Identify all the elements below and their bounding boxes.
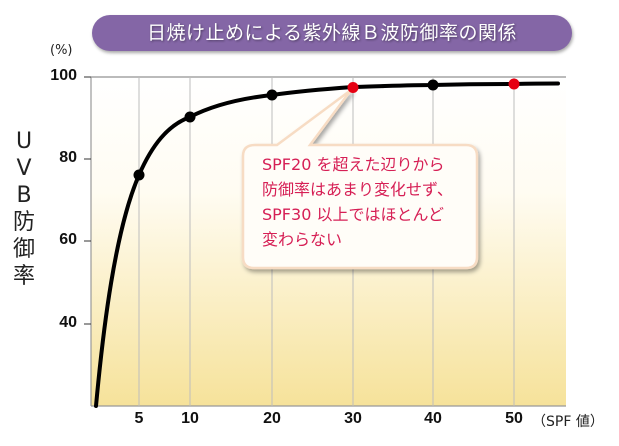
y-axis-label-char: V: [16, 156, 32, 181]
y-axis-label-char: B: [16, 183, 32, 208]
x-tick-5: 5: [134, 410, 144, 427]
data-point-spf20: [266, 89, 278, 101]
callout-line: 変わらない: [262, 230, 343, 249]
data-point-spf30-highlight: [347, 82, 359, 93]
y-tick-60: 60: [59, 231, 77, 248]
y-axis-label-char: 率: [12, 264, 35, 289]
x-axis-unit: （SPF 値）: [532, 414, 604, 430]
data-point-spf50-highlight: [508, 78, 520, 90]
callout-box: [241, 88, 479, 270]
y-axis-unit: (%): [50, 43, 73, 58]
data-point-spf10: [184, 111, 196, 123]
y-axis-label-char: 防: [12, 210, 35, 235]
chart-title: 日焼け止めによる紫外線Ｂ波防御率の関係: [92, 15, 572, 51]
y-tick-40: 40: [59, 314, 77, 331]
callout-line: SPF20 を超えた辺りから: [262, 155, 445, 174]
data-point-spf5: [133, 169, 145, 181]
callout-line: SPF30 以上ではほとんど: [262, 205, 444, 224]
y-axis-label-char: 御: [12, 237, 35, 262]
y-tick-80: 80: [59, 149, 77, 166]
callout-text: SPF20 を超えた辺りから 防御率はあまり変化せず、 SPF30 以上ではほと…: [262, 152, 472, 252]
x-tick-50: 50: [505, 410, 523, 427]
callout-line: 防御率はあまり変化せず、: [262, 180, 453, 199]
x-tick-40: 40: [424, 410, 442, 427]
x-tick-10: 10: [181, 410, 199, 427]
x-tick-30: 30: [344, 410, 362, 427]
y-axis-label-char: U: [15, 129, 33, 154]
y-tick-100: 100: [50, 67, 77, 84]
data-point-spf40: [427, 79, 439, 91]
x-tick-20: 20: [263, 410, 281, 427]
y-axis-label: U V B 防 御 率: [10, 128, 38, 290]
